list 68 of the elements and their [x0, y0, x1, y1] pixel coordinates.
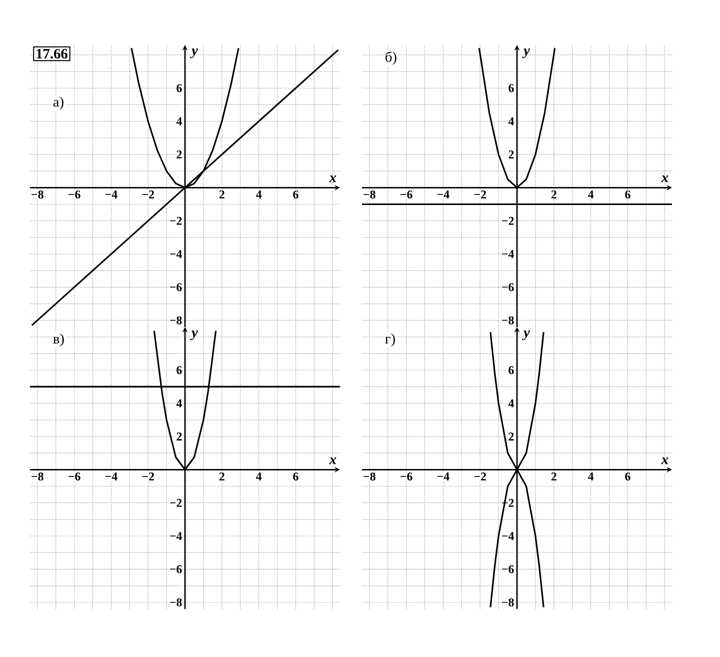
x-tick-label: −2: [142, 472, 154, 480]
y-tick-label: 4: [176, 399, 182, 408]
x-tick-label: −8: [364, 190, 376, 199]
annotation: 17.66: [36, 48, 68, 59]
y-tick-label: −6: [170, 565, 182, 574]
y-tick-label: 4: [508, 117, 514, 126]
y-tick-label: 4: [176, 117, 182, 126]
y-axis-title: y: [522, 330, 530, 340]
x-tick-label: 4: [256, 190, 262, 198]
chart-title: г): [385, 333, 395, 346]
y-tick-label: −4: [170, 250, 182, 258]
y-tick-label: 2: [176, 432, 182, 440]
y-tick-label: −6: [170, 283, 182, 292]
y-tick-label: −8: [502, 598, 514, 606]
y-axis-title: y: [522, 48, 530, 58]
x-axis-title: x: [661, 458, 668, 464]
y-tick-label: 2: [508, 150, 514, 158]
y-axis-title: y: [190, 330, 198, 340]
y-tick-label: −2: [170, 498, 182, 507]
y-tick-label: −2: [502, 216, 514, 225]
y-tick-label: −2: [170, 216, 182, 225]
y-tick-label: 6: [176, 366, 182, 374]
x-tick-label: −6: [68, 190, 80, 198]
chart-title: в): [53, 333, 64, 346]
y-tick-label: −4: [170, 532, 182, 540]
y-tick-label: 4: [508, 399, 514, 408]
x-tick-label: 6: [293, 190, 298, 198]
x-tick-label: 4: [588, 190, 594, 198]
x-tick-label: −6: [400, 472, 412, 481]
x-axis-title: x: [329, 458, 336, 464]
x-tick-label: 2: [551, 190, 556, 198]
x-tick-label: −4: [105, 472, 118, 480]
y-axis-title: y: [190, 48, 198, 58]
y-tick-label: −4: [502, 532, 514, 540]
x-tick-label: −4: [437, 472, 450, 480]
x-tick-label: 6: [625, 190, 630, 198]
x-tick-label: −8: [364, 472, 376, 481]
x-tick-label: 6: [293, 472, 298, 481]
x-tick-label: 6: [625, 472, 630, 481]
x-tick-label: 2: [551, 472, 556, 480]
y-tick-label: 6: [508, 84, 514, 92]
y-tick-label: −8: [502, 316, 514, 324]
x-tick-label: 2: [219, 472, 224, 480]
x-tick-label: −8: [32, 190, 44, 199]
x-tick-label: −6: [68, 472, 80, 481]
x-tick-label: −2: [474, 190, 486, 198]
chart-title: б): [386, 51, 396, 65]
y-tick-label: −8: [170, 598, 182, 606]
x-tick-label: 2: [219, 190, 224, 198]
y-tick-label: −6: [502, 565, 514, 574]
x-tick-label: −6: [400, 190, 412, 198]
y-tick-label: 2: [176, 150, 182, 158]
x-tick-label: −2: [142, 190, 154, 198]
y-tick-label: 2: [508, 432, 514, 440]
x-tick-label: 4: [256, 472, 262, 480]
x-axis-title: x: [329, 176, 336, 182]
y-tick-label: 6: [508, 366, 514, 374]
x-tick-label: −8: [32, 472, 44, 481]
x-tick-label: −2: [474, 472, 486, 480]
y-tick-label: −4: [502, 250, 514, 258]
y-tick-label: −6: [502, 283, 514, 292]
y-tick-label: 6: [176, 84, 182, 92]
x-tick-label: −4: [105, 190, 118, 198]
x-tick-label: −4: [437, 190, 450, 198]
x-tick-label: 4: [588, 472, 594, 480]
y-tick-label: −8: [170, 316, 182, 324]
text: а): [53, 96, 64, 110]
x-axis-title: x: [661, 176, 668, 182]
